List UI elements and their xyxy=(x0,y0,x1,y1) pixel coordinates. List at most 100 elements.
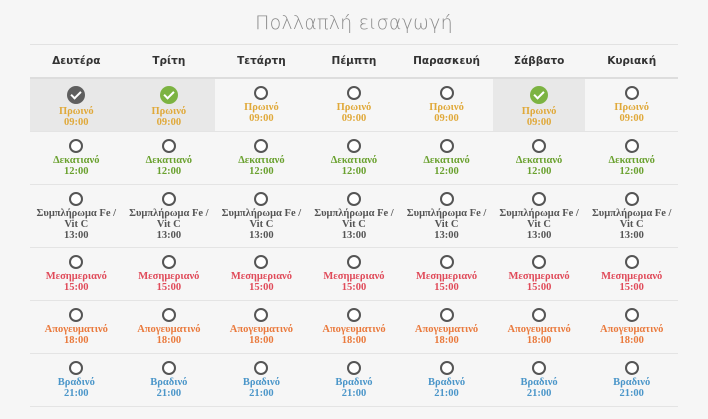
radio-icon[interactable] xyxy=(439,192,454,206)
radio-icon[interactable] xyxy=(254,361,269,375)
meal-cell[interactable]: Πρωινό 09:00 xyxy=(585,78,678,132)
meal-cell[interactable]: Απογευματινό 18:00 xyxy=(307,300,401,354)
radio-icon[interactable] xyxy=(161,361,176,375)
radio-icon[interactable] xyxy=(346,308,361,322)
radio-icon[interactable] xyxy=(346,192,361,206)
meal-cell[interactable]: Βραδινό 21:00 xyxy=(215,353,308,407)
meal-cell[interactable]: Δεκατιανό 12:00 xyxy=(307,131,401,185)
meal-cell[interactable]: Απογευματινό 18:00 xyxy=(400,300,493,354)
meal-cell[interactable]: Απογευματινό 18:00 xyxy=(492,300,586,354)
radio-icon[interactable] xyxy=(346,361,361,375)
meal-cell[interactable]: Βραδινό 21:00 xyxy=(307,353,401,407)
radio-icon[interactable] xyxy=(161,192,176,206)
meal-cell[interactable]: Δεκατιανό 12:00 xyxy=(585,131,678,185)
checked-radio-icon[interactable] xyxy=(159,86,178,104)
radio-icon[interactable] xyxy=(439,139,454,153)
meal-cell[interactable]: Μεσημεριανό 15:00 xyxy=(215,247,308,301)
meal-cell[interactable]: Βραδινό 21:00 xyxy=(492,353,586,407)
radio-icon[interactable] xyxy=(254,139,269,153)
radio-icon[interactable] xyxy=(161,139,176,153)
meal-cell[interactable]: Δεκατιανό 12:00 xyxy=(122,131,216,185)
radio-icon[interactable] xyxy=(532,255,547,269)
meal-cell[interactable]: Δεκατιανό 12:00 xyxy=(30,131,123,185)
radio-icon[interactable] xyxy=(69,361,84,375)
radio-icon[interactable] xyxy=(161,308,176,322)
meal-time: 21:00 xyxy=(434,388,459,399)
meal-cell[interactable]: Συμπλήρωμα Fe / Vit C 13:00 xyxy=(400,184,493,248)
meal-time: 15:00 xyxy=(156,282,182,293)
meal-label: Μεσημεριανό xyxy=(323,271,385,282)
radio-icon[interactable] xyxy=(69,192,84,206)
meal-cell[interactable]: Συμπλήρωμα Fe / Vit C 13:00 xyxy=(30,184,123,248)
radio-icon[interactable] xyxy=(346,139,361,153)
meal-cell[interactable]: Βραδινό 21:00 xyxy=(400,353,493,407)
checked-radio-icon[interactable] xyxy=(530,86,549,104)
meal-cell[interactable]: Βραδινό 21:00 xyxy=(30,353,123,407)
meal-time: 09:00 xyxy=(156,117,182,128)
meal-cell[interactable]: Πρωινό 09:00 xyxy=(400,78,493,132)
meal-cell[interactable]: Πρωινό 09:00 xyxy=(30,78,123,132)
checked-radio-icon[interactable] xyxy=(67,86,86,104)
radio-icon[interactable] xyxy=(69,139,84,153)
meal-cell[interactable]: Απογευματινό 18:00 xyxy=(215,300,308,354)
meal-cell[interactable]: Μεσημεριανό 15:00 xyxy=(307,247,401,301)
meal-cell[interactable]: Πρωινό 09:00 xyxy=(307,78,401,132)
meal-cell[interactable]: Δεκατιανό 12:00 xyxy=(492,131,586,185)
radio-icon[interactable] xyxy=(439,361,454,375)
radio-icon[interactable] xyxy=(624,361,639,375)
meal-time: 15:00 xyxy=(64,282,89,293)
radio-icon[interactable] xyxy=(624,139,639,153)
radio-icon[interactable] xyxy=(532,139,547,153)
radio-icon[interactable] xyxy=(624,192,639,206)
meal-cell[interactable]: Δεκατιανό 12:00 xyxy=(215,131,308,185)
meal-label: Συμπλήρωμα Fe / Vit C xyxy=(314,208,394,230)
meal-cell[interactable]: Δεκατιανό 12:00 xyxy=(400,131,493,185)
radio-icon[interactable] xyxy=(254,192,269,206)
radio-icon[interactable] xyxy=(532,308,547,322)
meal-cell[interactable]: Απογευματινό 18:00 xyxy=(585,300,678,354)
meal-time: 18:00 xyxy=(434,335,459,346)
meal-cell[interactable]: Συμπλήρωμα Fe / Vit C 13:00 xyxy=(122,184,216,248)
meal-time: 13:00 xyxy=(434,230,459,241)
meal-cell[interactable]: Μεσημεριανό 15:00 xyxy=(122,247,216,301)
meal-cell[interactable]: Μεσημεριανό 15:00 xyxy=(400,247,493,301)
radio-icon[interactable] xyxy=(69,308,84,322)
radio-icon[interactable] xyxy=(624,308,639,322)
meal-time: 12:00 xyxy=(619,166,644,177)
meal-cell[interactable]: Πρωινό 09:00 xyxy=(122,78,216,132)
meal-cell[interactable]: Μεσημεριανό 15:00 xyxy=(585,247,678,301)
radio-icon[interactable] xyxy=(532,361,547,375)
meal-cell[interactable]: Συμπλήρωμα Fe / Vit C 13:00 xyxy=(585,184,678,248)
meal-label: Βραδινό xyxy=(242,377,280,388)
radio-icon[interactable] xyxy=(254,86,269,100)
radio-icon[interactable] xyxy=(532,192,547,206)
radio-icon[interactable] xyxy=(439,255,454,269)
radio-icon[interactable] xyxy=(346,86,361,100)
day-header: Δευτέρα xyxy=(30,44,123,79)
meal-time: 15:00 xyxy=(619,282,644,293)
meal-cell[interactable]: Απογευματινό 18:00 xyxy=(122,300,216,354)
meal-cell[interactable]: Συμπλήρωμα Fe / Vit C 13:00 xyxy=(307,184,401,248)
radio-icon[interactable] xyxy=(254,255,269,269)
meal-cell[interactable]: Μεσημεριανό 15:00 xyxy=(492,247,586,301)
meal-cell[interactable]: Απογευματινό 18:00 xyxy=(30,300,123,354)
meal-cell[interactable]: Συμπλήρωμα Fe / Vit C 13:00 xyxy=(492,184,586,248)
radio-icon[interactable] xyxy=(439,86,454,100)
meal-cell[interactable]: Βραδινό 21:00 xyxy=(585,353,678,407)
meal-cell[interactable]: Βραδινό 21:00 xyxy=(122,353,216,407)
day-header: Τετάρτη xyxy=(215,44,308,79)
radio-icon[interactable] xyxy=(624,255,639,269)
radio-icon[interactable] xyxy=(346,255,361,269)
meal-time: 09:00 xyxy=(341,113,367,124)
meal-cell[interactable]: Μεσημεριανό 15:00 xyxy=(30,247,123,301)
radio-icon[interactable] xyxy=(439,308,454,322)
meal-cell[interactable]: Πρωινό 09:00 xyxy=(492,78,586,132)
meal-time: 21:00 xyxy=(156,388,182,399)
meal-label: Συμπλήρωμα Fe / Vit C xyxy=(591,208,672,230)
radio-icon[interactable] xyxy=(69,255,84,269)
radio-icon[interactable] xyxy=(624,86,639,100)
radio-icon[interactable] xyxy=(161,255,176,269)
radio-icon[interactable] xyxy=(254,308,269,322)
meal-cell[interactable]: Συμπλήρωμα Fe / Vit C 13:00 xyxy=(215,184,308,248)
meal-cell[interactable]: Πρωινό 09:00 xyxy=(215,78,308,132)
